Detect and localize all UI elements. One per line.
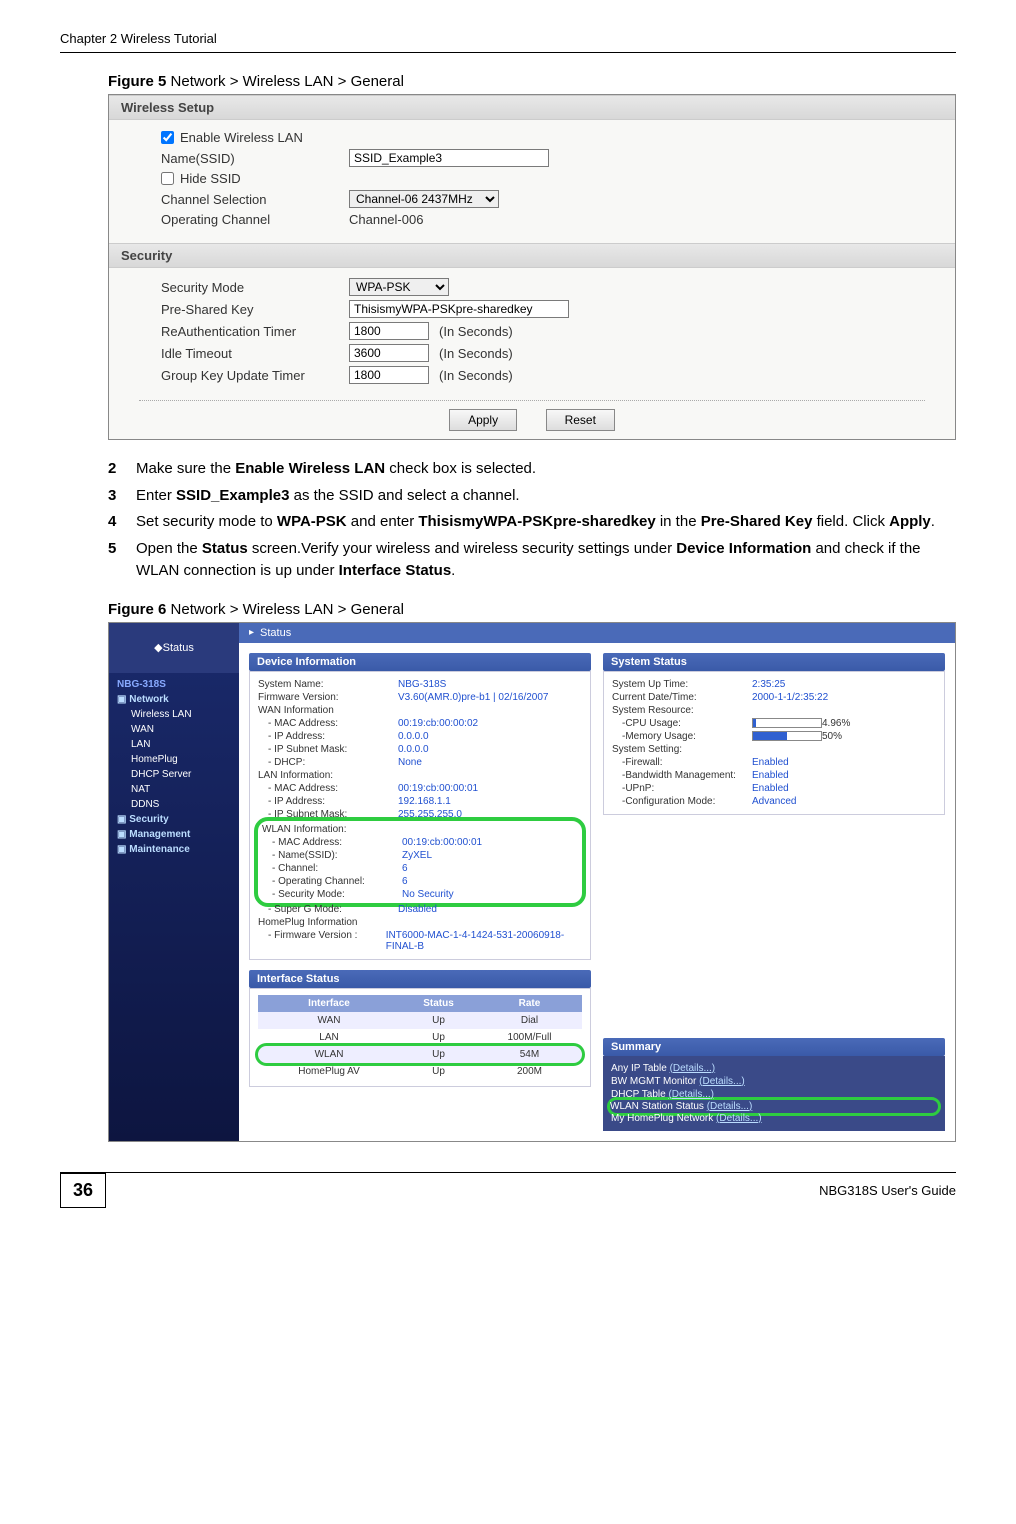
- device-info-body: System Name:NBG-318S Firmware Version:V3…: [249, 671, 591, 960]
- operating-channel-label: Operating Channel: [139, 212, 349, 227]
- sidebar-cat-maint[interactable]: ▣ Maintenance: [109, 842, 239, 857]
- security-header: Security: [109, 243, 955, 268]
- page-number: 36: [60, 1173, 106, 1208]
- guide-name: NBG318S User's Guide: [819, 1183, 956, 1198]
- step-num: 5: [108, 538, 136, 583]
- channel-selection-label: Channel Selection: [139, 192, 349, 207]
- group-key-label: Group Key Update Timer: [139, 368, 349, 383]
- channel-selection-select[interactable]: Channel-06 2437MHz: [349, 190, 499, 208]
- model-label: NBG-318S: [109, 673, 239, 692]
- chapter-title: Chapter 2 Wireless Tutorial: [60, 31, 217, 46]
- enable-wlan-checkbox[interactable]: [161, 131, 174, 144]
- step-num: 3: [108, 485, 136, 508]
- sidebar-item-wan[interactable]: WAN: [109, 722, 239, 737]
- sidebar-item-homeplug[interactable]: HomePlug: [109, 752, 239, 767]
- seconds-suffix: (In Seconds): [439, 346, 513, 361]
- system-status-title: System Status: [603, 653, 945, 671]
- reset-button[interactable]: Reset: [546, 409, 615, 431]
- interface-status-body: InterfaceStatusRate WANUpDial LANUp100M/…: [249, 988, 591, 1087]
- hide-ssid-label: Hide SSID: [180, 171, 241, 186]
- figure6-box: ◆ Status NBG-318S ▣ Network Wireless LAN…: [108, 622, 956, 1142]
- reauth-input[interactable]: [349, 322, 429, 340]
- ssid-input[interactable]: [349, 149, 549, 167]
- reauth-label: ReAuthentication Timer: [139, 324, 349, 339]
- interface-status-title: Interface Status: [249, 970, 591, 988]
- hide-ssid-checkbox[interactable]: [161, 172, 174, 185]
- wlan-row-highlight: WLANUp54M: [258, 1046, 582, 1063]
- arrow-icon: ▸: [249, 627, 254, 638]
- sidebar-item-lan[interactable]: LAN: [109, 737, 239, 752]
- apply-button[interactable]: Apply: [449, 409, 517, 431]
- summary-link[interactable]: My HomePlug Network (Details...): [611, 1112, 937, 1125]
- summary-body: Any IP Table (Details...) BW MGMT Monito…: [603, 1056, 945, 1131]
- group-key-input[interactable]: [349, 366, 429, 384]
- figure5-title: Figure 5 Network > Wireless LAN > Genera…: [108, 73, 956, 90]
- seconds-suffix: (In Seconds): [439, 324, 513, 339]
- ssid-label: Name(SSID): [139, 151, 349, 166]
- security-mode-select[interactable]: WPA-PSK: [349, 278, 449, 296]
- sidebar-cat-network[interactable]: ▣ Network: [109, 692, 239, 707]
- seconds-suffix: (In Seconds): [439, 368, 513, 383]
- step-text: Open the Status screen.Verify your wirel…: [136, 538, 956, 583]
- enable-wlan-label: Enable Wireless LAN: [180, 130, 303, 145]
- status-logo[interactable]: ◆ Status: [109, 623, 239, 673]
- operating-channel-value: Channel-006: [349, 212, 423, 227]
- sidebar-item-nat[interactable]: NAT: [109, 782, 239, 797]
- step-num: 4: [108, 511, 136, 534]
- step-text: Enter SSID_Example3 as the SSID and sele…: [136, 485, 956, 508]
- step-num: 2: [108, 458, 136, 481]
- step-text: Set security mode to WPA-PSK and enter T…: [136, 511, 956, 534]
- idle-label: Idle Timeout: [139, 346, 349, 361]
- summary-link[interactable]: BW MGMT Monitor (Details...): [611, 1075, 937, 1088]
- summary-title: Summary: [603, 1038, 945, 1056]
- sidebar-item-wlan[interactable]: Wireless LAN: [109, 707, 239, 722]
- sidebar-item-ddns[interactable]: DDNS: [109, 797, 239, 812]
- wireless-setup-header: Wireless Setup: [109, 95, 955, 120]
- figure5-box: Wireless Setup Enable Wireless LAN Name(…: [108, 94, 956, 440]
- psk-label: Pre-Shared Key: [139, 302, 349, 317]
- figure6-title: Figure 6 Network > Wireless LAN > Genera…: [108, 601, 956, 618]
- device-info-title: Device Information: [249, 653, 591, 671]
- security-mode-label: Security Mode: [139, 280, 349, 295]
- system-status-body: System Up Time:2:35:25 Current Date/Time…: [603, 671, 945, 815]
- sidebar-cat-security[interactable]: ▣ Security: [109, 812, 239, 827]
- step-text: Make sure the Enable Wireless LAN check …: [136, 458, 956, 481]
- sidebar: ◆ Status NBG-318S ▣ Network Wireless LAN…: [109, 623, 239, 1141]
- wlan-info-highlight: WLAN Information: - MAC Address:00:19:cb…: [254, 817, 586, 907]
- sidebar-cat-mgmt[interactable]: ▣ Management: [109, 827, 239, 842]
- status-header: ▸Status: [239, 623, 955, 643]
- sidebar-item-dhcp[interactable]: DHCP Server: [109, 767, 239, 782]
- summary-link[interactable]: Any IP Table (Details...): [611, 1062, 937, 1075]
- idle-input[interactable]: [349, 344, 429, 362]
- psk-input[interactable]: [349, 300, 569, 318]
